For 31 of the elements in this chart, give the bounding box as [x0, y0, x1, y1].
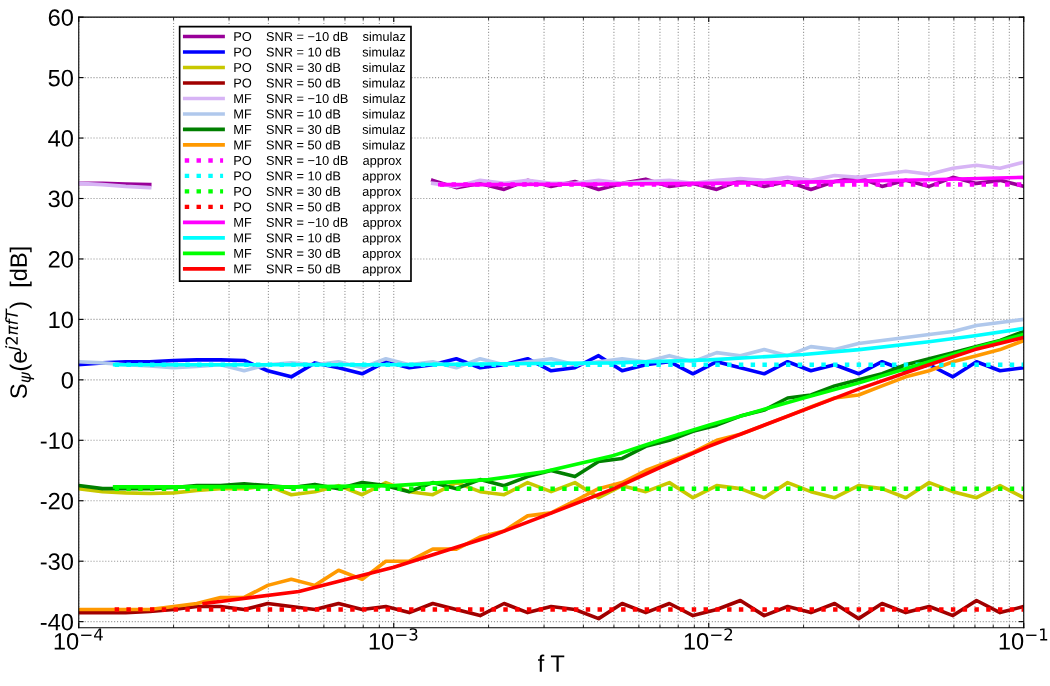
y-axis-title: S$_{ψ}$(e$^{j2πfT}$) [dB] [5, 247, 35, 399]
legend-label: PO SNR = 50 dB simulaz [234, 78, 405, 88]
legend-label: MF SNR = 30 dB approx [234, 248, 402, 261]
legend-label: MF SNR = −10 dB approx [234, 217, 402, 230]
legend-label: PO SNR = 10 dB approx [234, 171, 402, 184]
y-tick-label: -20 [40, 492, 73, 510]
y-tick-label: -30 [40, 553, 73, 570]
y-tick-label: 50 [48, 69, 73, 87]
legend-label: MF SNR = 10 dB simulaz [234, 109, 405, 119]
y-tick-label: 10 [49, 311, 73, 329]
x-tick-label: 10$^{−3}$ [369, 628, 418, 650]
legend-label: PO SNR = −10 dB simulaz [234, 31, 406, 42]
legend-label: PO SNR = 30 dB approx [234, 186, 402, 199]
y-tick-label: 30 [48, 190, 73, 208]
legend-label: PO SNR = 50 dB approx [234, 202, 402, 214]
legend-label: MF SNR = 30 dB simulaz [234, 124, 405, 135]
y-tick-label: 20 [48, 251, 73, 268]
legend-label: PO SNR = 30 dB simulaz [234, 62, 405, 73]
legend-label: MF SNR = 50 dB simulaz [234, 140, 405, 150]
x-axis-title: f T [538, 654, 565, 672]
legend-label: PO SNR = 10 dB simulaz [234, 47, 405, 57]
legend-label: MF SNR = 10 dB approx [234, 233, 402, 245]
x-tick-label: 10$^{−2}$ [684, 628, 733, 650]
x-tick-label: 10$^{−1}$ [999, 628, 1048, 650]
legend-label: PO SNR = −10 dB approx [234, 155, 402, 168]
y-tick-label: -10 [40, 432, 73, 450]
y-tick-label: 60 [48, 9, 73, 26]
y-tick-label: 0 [61, 371, 73, 389]
legend-label: MF SNR = 50 dB approx [234, 264, 402, 276]
legend-label: MF SNR = −10 dB simulaz [234, 93, 406, 104]
y-tick-label: 40 [48, 130, 73, 147]
